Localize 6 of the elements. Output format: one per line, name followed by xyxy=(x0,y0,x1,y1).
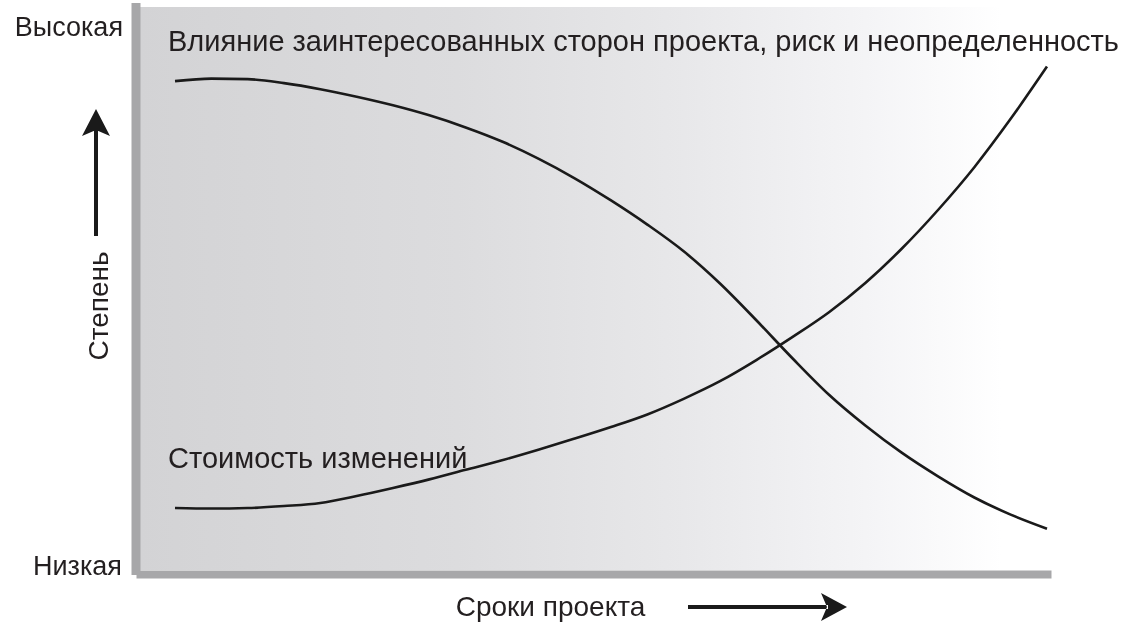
series-label: Влияние заинтересованных сторон проекта, риск и неопределенность xyxy=(168,25,1119,57)
text: Низкая xyxy=(32,551,122,581)
x-axis-title: Сроки проекта xyxy=(455,590,646,622)
series-label: Стоимость изменений xyxy=(168,442,468,474)
text: Высокая xyxy=(14,12,123,42)
y-axis-title: Степень xyxy=(83,251,114,361)
